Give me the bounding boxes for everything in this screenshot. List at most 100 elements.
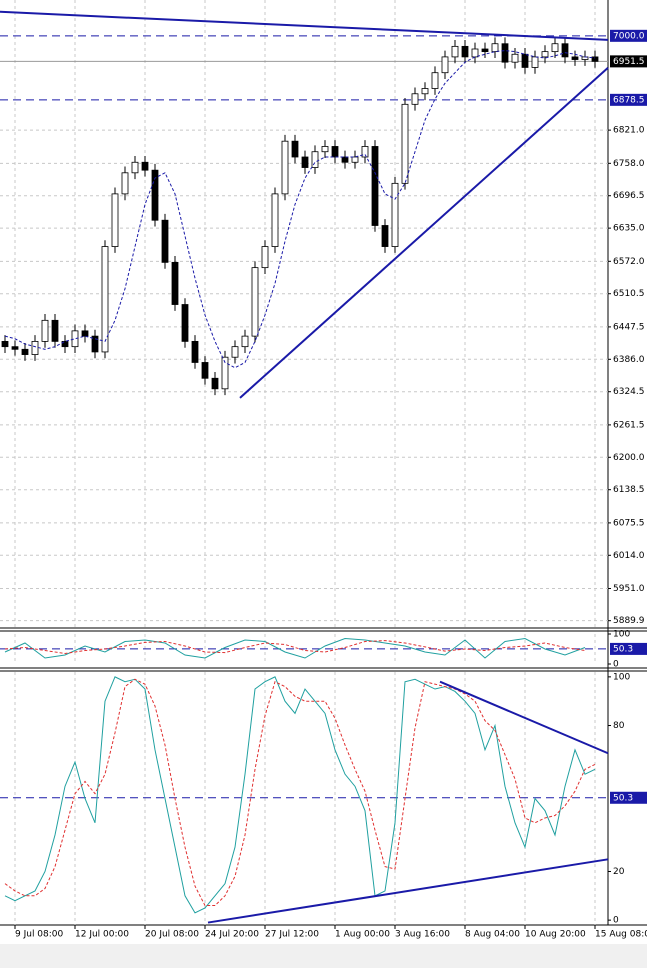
candle-body (251, 267, 259, 337)
y-tick-label: 80 (613, 721, 625, 731)
candle-body (521, 53, 529, 68)
candle-body (81, 330, 89, 337)
candle-body (321, 146, 329, 153)
candle-body (411, 93, 419, 105)
trend-line (0, 10, 609, 41)
candle-body (361, 146, 369, 158)
y-tick-label: 100 (613, 630, 630, 640)
candle-body (51, 319, 59, 342)
trend-line (239, 67, 609, 399)
candle-body (281, 140, 289, 195)
level-label: 6878.5 (613, 95, 645, 105)
y-tick-label: 6572.0 (613, 257, 645, 267)
candle-body (501, 43, 509, 63)
x-tick-label: 12 Jul 00:00 (75, 930, 129, 940)
level-box (610, 642, 647, 655)
candle-body (11, 346, 19, 350)
candle-body (1, 340, 9, 348)
x-tick-label: 15 Aug 08:00 (595, 930, 647, 940)
candle-body (431, 72, 439, 89)
y-tick-label: 6138.5 (613, 485, 645, 495)
candle-body (151, 169, 159, 221)
candle-body (191, 340, 199, 363)
candle-body (61, 340, 69, 348)
y-tick-label: 6696.5 (613, 191, 645, 201)
candle-body (161, 219, 169, 263)
y-tick-label: 6075.5 (613, 518, 645, 528)
level-box (610, 93, 647, 106)
candle-body (421, 88, 429, 95)
candle-body (311, 151, 319, 168)
indicator-line (4, 637, 586, 659)
x-tick-label: 1 Aug 00:00 (335, 930, 390, 940)
candle-body (491, 43, 499, 53)
moving-average (4, 50, 596, 369)
candle-body (331, 146, 339, 158)
candle-body (461, 45, 469, 58)
candle-body (571, 56, 579, 60)
candle-body (531, 56, 539, 68)
candle-body (271, 193, 279, 247)
candle-body (201, 362, 209, 379)
y-tick-label: 6200.0 (613, 453, 645, 463)
x-tick-label: 8 Aug 04:00 (465, 930, 520, 940)
x-tick-label: 3 Aug 16:00 (395, 930, 450, 940)
level-box (610, 29, 647, 42)
y-tick-label: 0 (613, 916, 619, 926)
candle-body (471, 48, 479, 58)
candle-body (241, 335, 249, 348)
trend-line (207, 858, 609, 924)
candle-body (131, 161, 139, 174)
indicator-line (4, 678, 596, 907)
level-label: 6951.5 (613, 57, 645, 67)
level-label: 50.3 (613, 793, 633, 803)
y-tick-label: 6261.5 (613, 420, 645, 430)
y-tick-label: 6821.0 (613, 126, 645, 136)
level-label: 7000.0 (613, 31, 645, 41)
x-tick-label: 20 Jul 08:00 (145, 930, 199, 940)
y-tick-label: 6324.5 (613, 387, 645, 397)
candle-body (401, 103, 409, 184)
y-tick-label: 6510.5 (613, 289, 645, 299)
candle-body (451, 45, 459, 58)
candle-body (351, 156, 359, 163)
candle-body (181, 304, 189, 342)
y-tick-label: 6386.0 (613, 355, 645, 365)
candle-body (101, 246, 109, 353)
candle-body (561, 43, 569, 58)
candle-body (551, 43, 559, 53)
y-tick-label: 0 (613, 660, 619, 670)
candle-body (391, 182, 399, 247)
y-tick-label: 20 (613, 867, 625, 877)
candle-body (481, 48, 489, 53)
candle-body (211, 377, 219, 390)
trend-line (439, 680, 609, 755)
candle-body (541, 51, 549, 58)
candle-body (341, 156, 349, 163)
candle-body (171, 261, 179, 305)
scrollbar (0, 944, 647, 968)
candle-body (371, 146, 379, 226)
level-box (610, 55, 647, 68)
y-tick-label: 5951.0 (613, 584, 645, 594)
candle-body (41, 319, 49, 342)
candle-body (121, 172, 129, 195)
candle-body (591, 56, 599, 62)
level-box (610, 791, 647, 804)
candle-body (301, 156, 309, 168)
indicator-line (4, 640, 586, 655)
level-label: 50.3 (613, 644, 633, 654)
y-tick-label: 6635.0 (613, 224, 645, 234)
candle-body (231, 346, 239, 358)
candle-body (511, 53, 519, 63)
candle-body (261, 246, 269, 269)
candle-body (31, 340, 39, 355)
candle-body (381, 225, 389, 247)
candle-body (441, 56, 449, 74)
x-tick-label: 10 Aug 20:00 (525, 930, 586, 940)
y-tick-label: 100 (613, 672, 630, 682)
x-tick-label: 24 Jul 20:00 (205, 930, 259, 940)
